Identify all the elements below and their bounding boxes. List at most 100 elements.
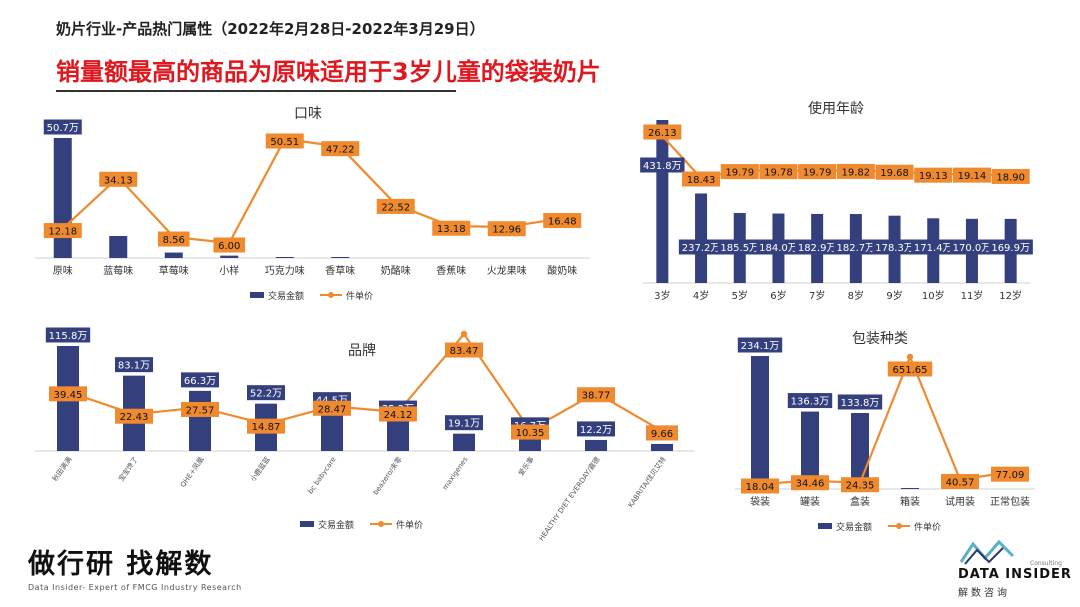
brand-bar-8 [585, 439, 607, 451]
brand-line-label-6: 83.47 [450, 346, 479, 357]
age-line-label-9-box [991, 168, 1030, 184]
flavor-line-label-3-box [213, 237, 246, 253]
flavor-line-label-5: 47.22 [326, 145, 355, 156]
chart-package: 包装种类 234.1万 136.3万 133.8万 18.04 34.46 24.35 651… [735, 331, 1035, 533]
flavor-bar-4 [275, 257, 294, 258]
flavor-line-label-2: 8.56 [163, 235, 185, 246]
age-bar-label-9-box [988, 239, 1033, 255]
flavor-line-label-1: 34.13 [104, 175, 133, 186]
age-bar-label-6: 178.3万 [875, 243, 914, 254]
age-line-label-5-box [836, 163, 875, 179]
brand-bar-label-8: 12.2万 [580, 425, 612, 436]
brand-line-label-5-box [379, 406, 417, 422]
age-bar-label-6-box [872, 239, 917, 255]
brand-chart-title: 品牌 [348, 342, 376, 359]
brand-category-8: HEALTHY DIET EVERDAY/嘉德 [537, 455, 602, 542]
brand-category-5: beazero/未零 [371, 455, 404, 497]
brand-bar-label-0: 115.8万 [49, 331, 88, 342]
flavor-line-label-6: 22.52 [381, 202, 410, 213]
brand-line-label-2-box [181, 401, 219, 417]
package-line-label-5-box [991, 466, 1029, 482]
flavor-category-0: 原味 [53, 265, 73, 277]
package-line-label-4: 40.57 [946, 477, 975, 488]
flavor-legend-line-label: 件单价 [346, 290, 373, 302]
brand-line-label-5: 24.12 [384, 410, 413, 421]
page-title: 奶片行业-产品热门属性（2022年2月28日-2022年3月29日） [56, 20, 485, 38]
age-line-label-8-box [952, 167, 991, 183]
brand-category-4: bc babycare [306, 456, 337, 496]
age-line-label-7-box [914, 167, 953, 183]
brand-line-label-3: 14.87 [252, 422, 281, 433]
age-bar-label-1: 237.2万 [682, 243, 721, 254]
age-line-label-0: 26.13 [648, 128, 677, 139]
age-line-label-5: 19.82 [842, 167, 871, 178]
age-bar-label-2-box [717, 239, 762, 255]
brand-line-label-7-box [511, 424, 549, 440]
brand-line-point-6 [460, 330, 468, 338]
package-legend-bar-label: 交易金额 [836, 521, 872, 533]
age-category-5: 8岁 [848, 289, 864, 302]
brand-category-9: KABRITA/佳贝艾特 [626, 455, 668, 509]
age-line-label-4-box [798, 164, 837, 180]
brand-bar-label-0-box [45, 327, 91, 343]
brand-line-label-3-box [247, 418, 285, 434]
brand-bar-4 [321, 410, 343, 451]
age-category-2: 5岁 [732, 289, 748, 302]
package-bar-0 [751, 356, 769, 489]
brand-line-label-8: 38.77 [582, 391, 611, 402]
flavor-category-3: 小样 [219, 264, 239, 277]
flavor-line-label-9-box [543, 213, 582, 229]
logo-name: DATA INSIDER [958, 567, 1072, 582]
age-category-0: 3岁 [654, 289, 670, 302]
age-line-label-0-box [643, 124, 682, 140]
headline-divider [56, 90, 456, 92]
flavor-category-2: 草莓味 [159, 265, 189, 277]
flavor-bar-label-0-box [43, 119, 82, 135]
age-bar-label-3-box [756, 239, 801, 255]
package-line-series [759, 354, 1011, 486]
package-bar-3 [901, 488, 919, 489]
package-bar-label-0-box [737, 337, 783, 353]
flavor-line-label-6-box [376, 198, 415, 214]
brand-line-label-0-box [49, 386, 87, 402]
brand-legend-line-dot [378, 521, 384, 527]
age-bar-1 [695, 193, 708, 283]
brand-bar-label-6-box [445, 415, 483, 431]
package-line-label-1: 34.46 [796, 479, 825, 490]
brand-bar-label-1: 83.1万 [118, 361, 150, 372]
package-bar-label-2: 133.8万 [841, 398, 880, 409]
age-bar-label-0-box [640, 157, 685, 173]
data-insider-logo-icon [959, 539, 1015, 565]
brand-line-label-1-box [115, 408, 153, 424]
headline: 销量额最高的商品为原味适用于3岁儿童的袋装奶片 [56, 58, 601, 86]
package-line-label-1-box [791, 475, 829, 491]
package-legend-line-dot [896, 523, 902, 529]
age-bar-label-1-box [678, 239, 724, 255]
age-chart-title: 使用年龄 [808, 100, 864, 117]
age-bar-label-4-box [794, 239, 840, 255]
package-bar-label-0: 234.1万 [741, 341, 780, 352]
flavor-line-label-1-box [99, 171, 138, 187]
brand-line-label-8-box [577, 387, 615, 403]
footer-slogan: 做行研 找解数 [28, 549, 214, 580]
age-bar-label-8: 170.0万 [953, 243, 992, 254]
package-line-point-3 [906, 353, 914, 361]
package-category-2: 盒装 [850, 495, 870, 508]
age-bar-label-5: 182.7万 [837, 243, 876, 254]
age-line-label-4: 19.79 [803, 168, 832, 179]
age-bar-label-8-box [949, 239, 995, 255]
package-legend-line-label: 件单价 [914, 521, 941, 533]
brand-category-3: 小鹿蓝蓝 [248, 455, 271, 483]
brand-bar-label-3: 52.2万 [250, 389, 282, 400]
package-line-label-5: 77.09 [996, 470, 1025, 481]
footer-tagline: Data Insider- Expert of FMCG Industry Re… [28, 583, 242, 592]
package-category-0: 袋装 [750, 495, 770, 508]
brand-bar-5 [387, 419, 409, 451]
flavor-legend-line-dot [328, 292, 334, 298]
brand-category-0: 秋田满满 [50, 455, 73, 483]
age-bar-label-5-box [833, 239, 879, 255]
package-line-label-2-box [841, 477, 879, 493]
package-legend-bar-swatch [818, 523, 832, 529]
brand-legend-bar-label: 交易金额 [318, 519, 354, 531]
